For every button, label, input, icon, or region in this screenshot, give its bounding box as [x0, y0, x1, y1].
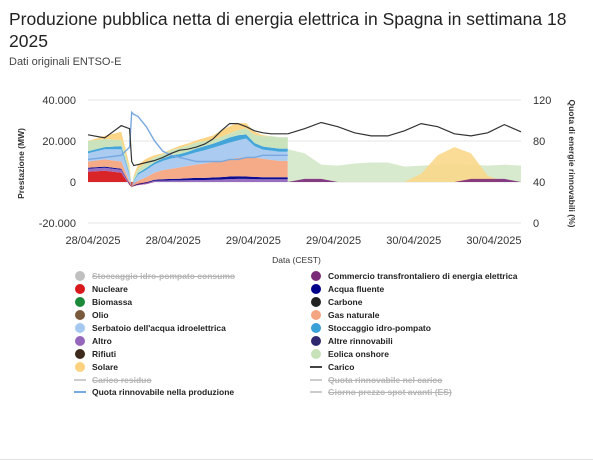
chart-legend: Stoccaggio idro-pompato consumo Commercio… [74, 270, 554, 399]
legend-dot-icon [310, 335, 322, 346]
legend-dot-icon [74, 271, 86, 282]
y-right-tick-label: 80 [533, 136, 545, 148]
chart-plot[interactable]: 40.000 20.000 0 -20.000 120 80 40 0 28/04/2025 28… [0, 80, 593, 270]
legend-label: Eolica onshore [328, 348, 389, 359]
legend-item[interactable]: Gas naturale [310, 309, 550, 322]
legend-item[interactable]: Altre rinnovabili [310, 334, 550, 347]
area-series-3 [88, 157, 288, 188]
area-series-5 [88, 134, 288, 188]
legend-dot-icon [310, 310, 322, 321]
y-right-axis-title: Quota di energie rinnovabili (%) [567, 100, 577, 228]
chart-subtitle: Dati originali ENTSO-E [9, 56, 122, 68]
legend-label: Altre rinnovabili [328, 335, 393, 346]
area-series-4 [88, 138, 288, 188]
load-line [87, 123, 288, 167]
legend-dot-icon [74, 297, 86, 308]
legend-dot-icon [310, 297, 322, 308]
area-series-2 [88, 166, 288, 188]
area-series-1 [88, 167, 288, 188]
forecast-solar-area [287, 147, 521, 182]
y-right-tick-label: 40 [533, 177, 545, 189]
legend-label: Stoccaggio idro-pompato consumo [92, 271, 236, 282]
legend-item[interactable]: Nucleare [74, 283, 310, 296]
legend-item[interactable]: Serbatoio dell'acqua idroelettrica [74, 322, 310, 335]
legend-dot-icon [74, 348, 86, 359]
y-left-tick-label: 20.000 [42, 136, 76, 148]
legend-dot-icon [310, 284, 322, 295]
y-left-tick-label: 40.000 [42, 95, 76, 107]
legend-label: Gas naturale [328, 310, 380, 321]
legend-line-icon [74, 378, 86, 381]
legend-line-icon [310, 391, 322, 394]
legend-label: Acqua fluente [328, 284, 385, 295]
x-tick-label: 30/04/2025 [466, 235, 521, 247]
legend-item[interactable]: Giorno prezzo spot avanti (ES) [310, 386, 550, 399]
bottom-divider [0, 459, 593, 460]
legend-label: Giorno prezzo spot avanti (ES) [328, 387, 452, 398]
legend-label: Commercio transfrontaliero di energia el… [328, 271, 518, 282]
legend-item[interactable]: Solare [74, 360, 310, 373]
legend-line-icon [310, 378, 322, 381]
legend-dot-icon [310, 271, 322, 282]
legend-label: Carico [328, 361, 355, 372]
legend-dot-icon [74, 323, 86, 333]
legend-label: Quota rinnovabile nella produzione [92, 387, 235, 398]
legend-label: Carico residuo [92, 374, 152, 385]
legend-dot-icon [310, 348, 322, 359]
legend-item[interactable]: Quota rinnovabile nella produzione [74, 386, 310, 399]
x-tick-label: 28/04/2025 [146, 235, 201, 247]
y-right-tick-label: 120 [533, 95, 551, 107]
legend-dot-icon [74, 284, 86, 295]
legend-item[interactable]: Altro [74, 334, 310, 347]
legend-label: Stoccaggio idro-pompato [328, 323, 431, 333]
legend-dot-icon [74, 310, 86, 321]
legend-item[interactable]: Commercio transfrontaliero di energia el… [310, 270, 550, 283]
legend-item[interactable]: Stoccaggio idro-pompato consumo [74, 270, 310, 283]
legend-label: Olio [92, 310, 109, 321]
legend-item[interactable]: Quota rinnovabile nel carico [310, 373, 550, 386]
legend-dot-icon [74, 335, 86, 346]
load-forecast-line [287, 121, 522, 137]
legend-label: Quota rinnovabile nel carico [328, 374, 443, 385]
legend-label: Rifiuti [92, 348, 117, 359]
legend-label: Nucleare [92, 284, 128, 295]
legend-line-icon [74, 391, 86, 394]
area-series-6 [88, 128, 288, 188]
legend-dot-icon [310, 323, 322, 333]
legend-label: Serbatoio dell'acqua idroelettrica [92, 323, 226, 333]
x-tick-label: 29/04/2025 [306, 235, 361, 247]
legend-line-icon [310, 365, 322, 368]
legend-label: Solare [92, 361, 118, 372]
x-axis-title: Data (CEST) [272, 255, 321, 265]
legend-label: Biomassa [92, 297, 133, 308]
legend-label: Carbone [328, 297, 363, 308]
legend-item[interactable]: Eolica onshore [310, 347, 550, 360]
chart-title: Produzione pubblica netta di energia ele… [9, 9, 567, 51]
legend-item[interactable]: Stoccaggio idro-pompato [310, 322, 550, 335]
legend-item[interactable]: Biomassa [74, 296, 310, 309]
x-tick-label: 29/04/2025 [226, 235, 281, 247]
legend-item[interactable]: Carico [310, 360, 550, 373]
legend-item[interactable]: Olio [74, 309, 310, 322]
y-left-axis-title: Prestazione (MW) [16, 128, 26, 199]
forecast-trade-area [287, 178, 521, 182]
legend-item[interactable]: Carico residuo [74, 373, 310, 386]
legend-dot-icon [74, 361, 86, 372]
renewable-share-line [87, 110, 288, 163]
legend-label: Altro [92, 335, 112, 346]
x-tick-label: 28/04/2025 [65, 235, 120, 247]
y-left-tick-label: 0 [70, 177, 76, 189]
y-left-tick-label: -20.000 [39, 218, 76, 230]
x-tick-label: 30/04/2025 [386, 235, 441, 247]
legend-item[interactable]: Carbone [310, 296, 550, 309]
legend-item[interactable]: Acqua fluente [310, 283, 550, 296]
legend-item[interactable]: Rifiuti [74, 347, 310, 360]
y-right-tick-label: 0 [533, 218, 539, 230]
